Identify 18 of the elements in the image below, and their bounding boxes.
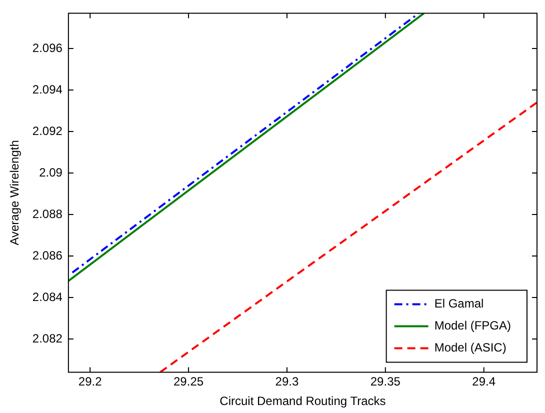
y-tick-label: 2.096 [32, 40, 63, 55]
x-tick-label: 29.25 [174, 374, 204, 389]
x-axis-title: Circuit Demand Routing Tracks [220, 394, 386, 408]
x-tick-label: 29.4 [472, 374, 496, 389]
y-tick-label: 2.086 [32, 248, 63, 262]
legend-label: El Gamal [434, 296, 484, 311]
y-tick-label: 2.092 [32, 124, 63, 138]
x-tick-label: 29.2 [78, 374, 102, 389]
y-tick-label: 2.084 [32, 290, 63, 304]
y-axis-title: Average Wirelength [8, 140, 22, 246]
x-tick-label: 29.35 [370, 374, 401, 389]
y-tick-label: 2.094 [32, 82, 63, 96]
y-tick-label: 2.088 [32, 206, 63, 221]
y-tick-label: 2.082 [32, 331, 63, 346]
legend-label: Model (ASIC) [434, 340, 506, 355]
legend-label: Model (FPGA) [434, 318, 512, 333]
x-tick-label: 29.3 [275, 374, 299, 389]
y-tick-label: 2.09 [39, 165, 63, 180]
